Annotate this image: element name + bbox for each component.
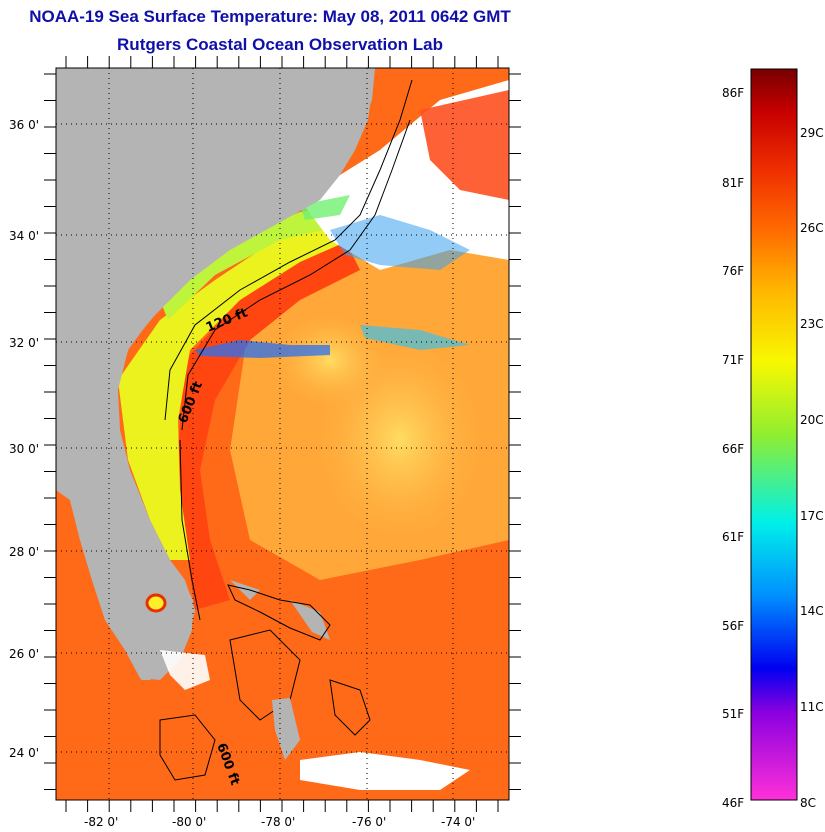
cb-f-label: 76F [722,264,745,278]
lon-label: -82 0' [84,815,118,829]
lat-label: 32 0' [9,336,39,350]
cb-c-label: 8C [800,796,817,810]
isobath-600ft [181,119,411,431]
cb-c-label: 26C [800,221,824,235]
cb-c-label: 29C [800,126,824,140]
continental-shelf-water [118,215,360,560]
cb-c-label: 20C [800,413,824,427]
lat-label: 24 0' [9,746,39,760]
cloud-cover-keys [160,650,210,690]
gulf-stream [178,240,360,610]
cb-c-label: 14C [800,604,824,618]
nearshore-cool-water [160,205,355,320]
cb-f-label: 66F [722,442,745,456]
lake-okeechobee [145,593,167,613]
latitude-labels: 36 0' 34 0' 32 0' 30 0' 28 0' 26 0' 24 0… [9,118,39,760]
cloud-cover-south [300,752,470,790]
cb-c-label: 11C [800,700,824,714]
lat-label: 28 0' [9,545,39,559]
frame-ticks [44,56,521,812]
lon-label: -74 0' [441,815,475,829]
cb-f-label: 51F [722,707,745,721]
cb-f-label: 46F [722,796,745,810]
longitude-labels: -82 0' -80 0' -78 0' -76 0' -74 0' [84,815,475,829]
isobath-120ft [164,79,413,421]
color-scale-bar [750,68,798,801]
graticule [56,68,509,800]
gulf-of-mexico [56,490,180,720]
cb-f-label: 56F [722,619,745,633]
lat-label: 30 0' [9,442,39,456]
lat-label: 26 0' [9,647,39,661]
lon-label: -80 0' [172,815,206,829]
florida-peninsula [56,68,375,680]
cool-patch-shelf [300,195,350,220]
cb-c-label: 17C [800,509,824,523]
map-subtitle: Rutgers Coastal Ocean Observation Lab [117,35,443,54]
cb-f-label: 71F [722,353,745,367]
cool-streak [195,340,330,358]
cool-streak-2 [360,325,470,350]
cb-f-label: 81F [722,176,745,190]
warm-eddy-2 [270,310,390,410]
bahama-island [290,600,330,640]
cb-f-label: 86F [722,86,745,100]
lon-label: -78 0' [261,815,295,829]
lon-label: -76 0' [352,815,386,829]
bahama-island-2 [230,580,260,600]
warm-patch-northeast [420,90,509,200]
lat-label: 36 0' [9,118,39,132]
cb-f-label: 61F [722,530,745,544]
cb-c-label: 23C [800,317,824,331]
lat-label: 34 0' [9,229,39,243]
andros-island [272,698,300,760]
map-title: NOAA-19 Sea Surface Temperature: May 08,… [29,7,511,26]
